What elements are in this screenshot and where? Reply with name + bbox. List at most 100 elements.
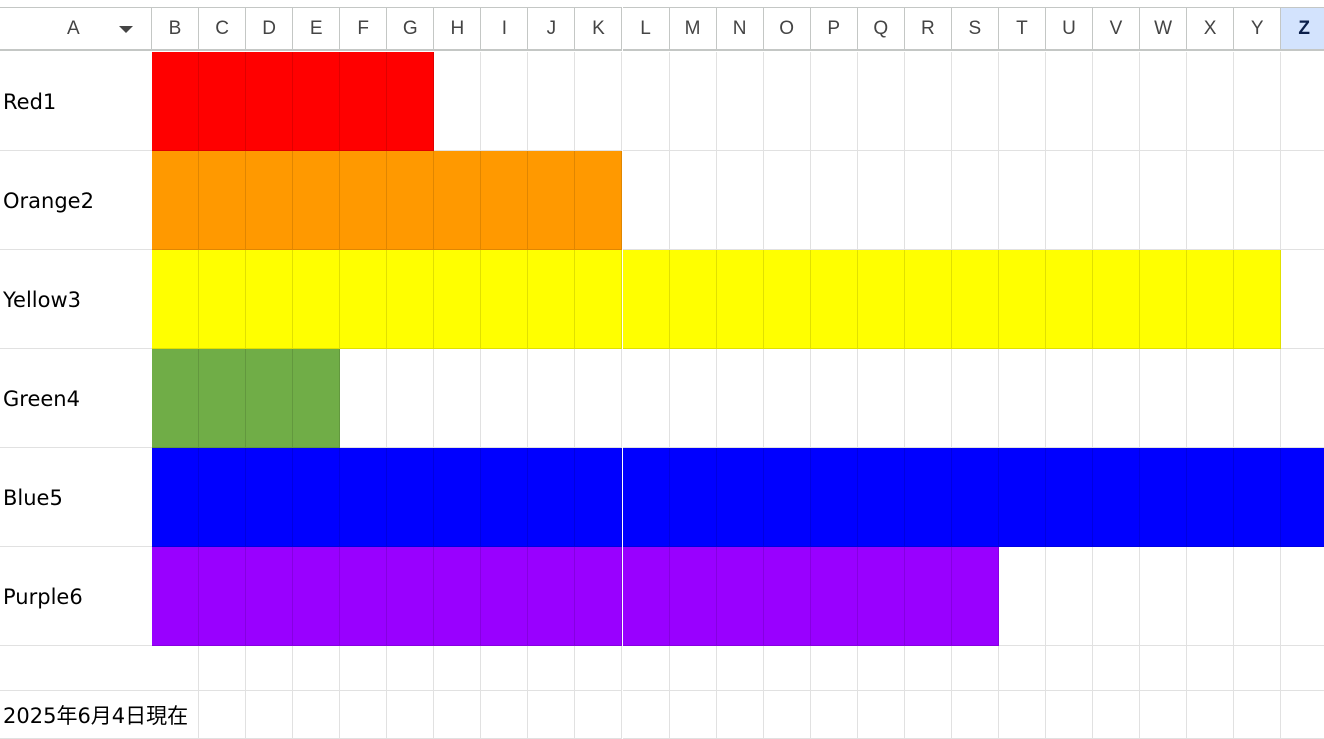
cell-i3[interactable] bbox=[481, 250, 529, 349]
cell-a4[interactable] bbox=[0, 349, 152, 448]
cell-e8[interactable] bbox=[293, 691, 341, 739]
cell-b6[interactable] bbox=[152, 547, 200, 646]
cell-r8[interactable] bbox=[904, 691, 952, 739]
cell-j8[interactable] bbox=[528, 691, 576, 739]
column-header-v[interactable]: V bbox=[1093, 7, 1141, 51]
cell-s8[interactable] bbox=[951, 691, 999, 739]
cell-j5[interactable] bbox=[528, 448, 576, 547]
column-header-m[interactable]: M bbox=[669, 7, 717, 51]
column-header-c[interactable]: C bbox=[199, 7, 247, 51]
cell-a1[interactable] bbox=[0, 52, 152, 151]
column-header-b[interactable]: B bbox=[152, 7, 200, 51]
cell-w8[interactable] bbox=[1140, 691, 1188, 739]
cell-z2[interactable] bbox=[1281, 151, 1324, 250]
cell-x1[interactable] bbox=[1187, 52, 1235, 151]
cell-z5[interactable] bbox=[1281, 448, 1324, 547]
cell-g3[interactable] bbox=[387, 250, 435, 349]
cell-d5[interactable] bbox=[246, 448, 294, 547]
cell-k4[interactable] bbox=[575, 349, 623, 448]
cell-w7[interactable] bbox=[1140, 646, 1188, 691]
cell-m1[interactable] bbox=[669, 52, 717, 151]
cell-e1[interactable] bbox=[293, 52, 341, 151]
column-header-x[interactable]: X bbox=[1187, 7, 1235, 51]
cell-r3[interactable] bbox=[904, 250, 952, 349]
cell-b5[interactable] bbox=[152, 448, 200, 547]
cell-p4[interactable] bbox=[810, 349, 858, 448]
cell-m2[interactable] bbox=[669, 151, 717, 250]
cell-w3[interactable] bbox=[1140, 250, 1188, 349]
cell-y2[interactable] bbox=[1234, 151, 1282, 250]
column-header-q[interactable]: Q bbox=[857, 7, 905, 51]
cell-j3[interactable] bbox=[528, 250, 576, 349]
cell-m5[interactable] bbox=[669, 448, 717, 547]
cell-u8[interactable] bbox=[1045, 691, 1093, 739]
cell-n8[interactable] bbox=[716, 691, 764, 739]
cell-t6[interactable] bbox=[998, 547, 1046, 646]
cell-z1[interactable] bbox=[1281, 52, 1324, 151]
cell-d1[interactable] bbox=[246, 52, 294, 151]
cell-n5[interactable] bbox=[716, 448, 764, 547]
column-header-r[interactable]: R bbox=[904, 7, 952, 51]
cell-v5[interactable] bbox=[1093, 448, 1141, 547]
cell-g1[interactable] bbox=[387, 52, 435, 151]
cell-h1[interactable] bbox=[434, 52, 482, 151]
cell-q7[interactable] bbox=[857, 646, 905, 691]
cell-o6[interactable] bbox=[763, 547, 811, 646]
cell-e6[interactable] bbox=[293, 547, 341, 646]
cell-l2[interactable] bbox=[622, 151, 670, 250]
column-header-w[interactable]: W bbox=[1140, 7, 1188, 51]
cell-f7[interactable] bbox=[340, 646, 388, 691]
cell-e3[interactable] bbox=[293, 250, 341, 349]
cell-t8[interactable] bbox=[998, 691, 1046, 739]
cell-j1[interactable] bbox=[528, 52, 576, 151]
cell-a3[interactable] bbox=[0, 250, 152, 349]
cell-w6[interactable] bbox=[1140, 547, 1188, 646]
cell-v4[interactable] bbox=[1093, 349, 1141, 448]
cell-q2[interactable] bbox=[857, 151, 905, 250]
column-header-n[interactable]: N bbox=[716, 7, 764, 51]
cell-a7[interactable] bbox=[0, 646, 152, 691]
cell-p8[interactable] bbox=[810, 691, 858, 739]
column-header-u[interactable]: U bbox=[1045, 7, 1093, 51]
cell-a5[interactable] bbox=[0, 448, 152, 547]
cell-u1[interactable] bbox=[1045, 52, 1093, 151]
cell-g7[interactable] bbox=[387, 646, 435, 691]
cell-z4[interactable] bbox=[1281, 349, 1324, 448]
cell-l8[interactable] bbox=[622, 691, 670, 739]
cell-y4[interactable] bbox=[1234, 349, 1282, 448]
cell-g2[interactable] bbox=[387, 151, 435, 250]
cell-e2[interactable] bbox=[293, 151, 341, 250]
cell-v1[interactable] bbox=[1093, 52, 1141, 151]
cell-m4[interactable] bbox=[669, 349, 717, 448]
cell-s1[interactable] bbox=[951, 52, 999, 151]
cell-x6[interactable] bbox=[1187, 547, 1235, 646]
cell-o8[interactable] bbox=[763, 691, 811, 739]
cell-z8[interactable] bbox=[1281, 691, 1324, 739]
cell-q1[interactable] bbox=[857, 52, 905, 151]
cell-k8[interactable] bbox=[575, 691, 623, 739]
cell-v7[interactable] bbox=[1093, 646, 1141, 691]
cell-p6[interactable] bbox=[810, 547, 858, 646]
column-header-g[interactable]: G bbox=[387, 7, 435, 51]
cell-b3[interactable] bbox=[152, 250, 200, 349]
cell-h3[interactable] bbox=[434, 250, 482, 349]
cell-c2[interactable] bbox=[199, 151, 247, 250]
cell-h4[interactable] bbox=[434, 349, 482, 448]
cell-x2[interactable] bbox=[1187, 151, 1235, 250]
cell-l5[interactable] bbox=[622, 448, 670, 547]
cell-m8[interactable] bbox=[669, 691, 717, 739]
cell-k3[interactable] bbox=[575, 250, 623, 349]
cell-m7[interactable] bbox=[669, 646, 717, 691]
cell-v8[interactable] bbox=[1093, 691, 1141, 739]
cell-w5[interactable] bbox=[1140, 448, 1188, 547]
column-header-t[interactable]: T bbox=[998, 7, 1046, 51]
cell-r4[interactable] bbox=[904, 349, 952, 448]
cell-n2[interactable] bbox=[716, 151, 764, 250]
column-header-k[interactable]: K bbox=[575, 7, 623, 51]
cell-q4[interactable] bbox=[857, 349, 905, 448]
cell-x8[interactable] bbox=[1187, 691, 1235, 739]
cell-u2[interactable] bbox=[1045, 151, 1093, 250]
cell-j7[interactable] bbox=[528, 646, 576, 691]
cell-f3[interactable] bbox=[340, 250, 388, 349]
cell-r6[interactable] bbox=[904, 547, 952, 646]
